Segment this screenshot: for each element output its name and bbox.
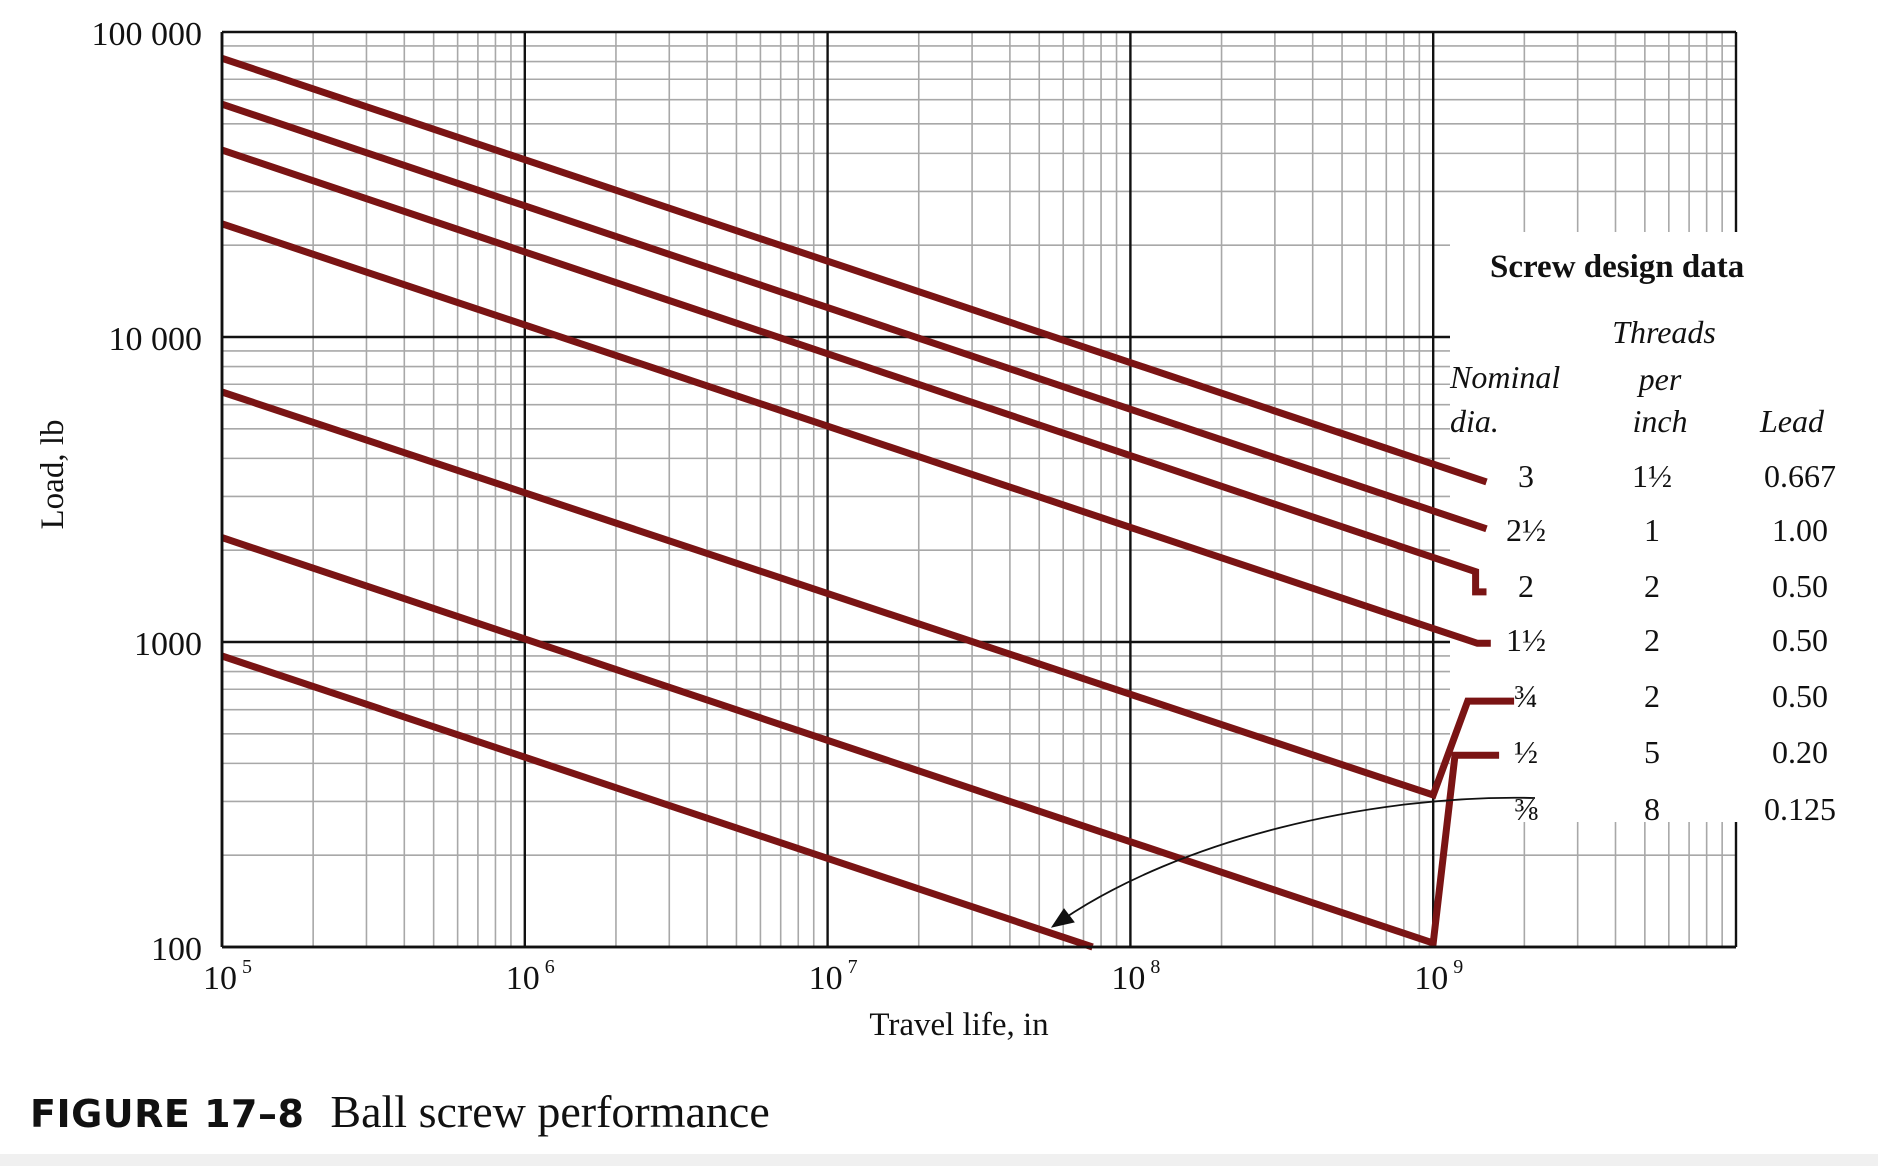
legend-row-tpi: 1 xyxy=(1644,512,1660,548)
x-tick-exponent: 9 xyxy=(1453,956,1463,978)
series-lines xyxy=(220,54,1515,951)
x-tick-exponent: 5 xyxy=(242,956,252,978)
y-tick-label: 100 000 xyxy=(92,16,203,53)
legend-row-tpi: 2 xyxy=(1644,568,1660,604)
y-tick-label: 10 000 xyxy=(109,321,203,358)
legend-row-tpi: 5 xyxy=(1644,734,1660,770)
series-line-2 xyxy=(220,146,1487,596)
legend-row-dia: ½ xyxy=(1514,734,1538,770)
y-axis-title: Load, lb xyxy=(35,420,71,530)
legend-row-dia: 3 xyxy=(1518,458,1534,494)
legend-row-dia: ¾ xyxy=(1514,678,1538,714)
y-tick-label: 1000 xyxy=(134,626,202,663)
legend-mask-rect xyxy=(1462,346,1752,822)
legend-row-dia: ⅜ xyxy=(1514,791,1538,827)
x-tick-label: 10 xyxy=(506,960,540,997)
legend-row-lead: 0.50 xyxy=(1772,678,1828,714)
legend-row-lead: 0.20 xyxy=(1772,734,1828,770)
legend-row-lead: 0.125 xyxy=(1764,791,1836,827)
x-tick-exponent: 8 xyxy=(1150,956,1160,978)
annotation-arrow xyxy=(1050,796,1536,928)
x-axis-title: Travel life, in xyxy=(869,1007,1048,1043)
legend-col-header: per xyxy=(1637,361,1682,397)
x-tick-exponent: 7 xyxy=(848,956,858,978)
figure-label: FIGURE 17–8 xyxy=(30,1092,305,1136)
legend-background xyxy=(1450,232,1752,822)
figure-caption: FIGURE 17–8 Ball screw performance xyxy=(30,1085,770,1138)
x-tick-label: 10 xyxy=(1414,960,1448,997)
legend-row-lead: 0.667 xyxy=(1764,458,1836,494)
series-line-3 xyxy=(220,220,1491,647)
series-line-5 xyxy=(220,534,1500,948)
legend-row-tpi: 1½ xyxy=(1632,458,1672,494)
arrow-shaft xyxy=(1061,796,1536,921)
legend-row-tpi: 2 xyxy=(1644,678,1660,714)
x-tick-label: 10 xyxy=(203,960,237,997)
legend-row-lead: 0.50 xyxy=(1772,622,1828,658)
page-bottom-strip xyxy=(0,1154,1878,1166)
legend-col-header: Threads xyxy=(1612,314,1716,350)
series-line-1 xyxy=(220,100,1488,533)
legend-title: Screw design data xyxy=(1490,249,1744,285)
legend-row-lead: 1.00 xyxy=(1772,512,1828,548)
legend-col-header: inch xyxy=(1632,403,1687,439)
arrow-head xyxy=(1050,908,1075,928)
legend-table: Screw design data Threads per inch Nominal di… xyxy=(1449,249,1836,827)
axes xyxy=(220,32,1736,949)
legend-row-lead: 0.50 xyxy=(1772,568,1828,604)
series-line-6 xyxy=(220,652,1094,951)
legend-col-header: Lead xyxy=(1759,403,1825,439)
legend-row-tpi: 8 xyxy=(1644,791,1660,827)
x-tick-label: 10 xyxy=(809,960,843,997)
figure-title: Ball screw performance xyxy=(330,1086,770,1137)
y-tick-label: 100 xyxy=(151,931,202,968)
legend-row-tpi: 2 xyxy=(1644,622,1660,658)
x-tick-label: 10 xyxy=(1111,960,1145,997)
legend-col-header: dia. xyxy=(1450,403,1499,439)
legend-col-header: Nominal xyxy=(1449,359,1560,395)
series-line-0 xyxy=(220,54,1488,486)
x-tick-exponent: 6 xyxy=(545,956,555,978)
legend-row-dia: 2 xyxy=(1518,568,1534,604)
series-line-4 xyxy=(220,388,1515,800)
legend-row-dia: 1½ xyxy=(1506,622,1546,658)
legend-row-dia: 2½ xyxy=(1506,512,1546,548)
